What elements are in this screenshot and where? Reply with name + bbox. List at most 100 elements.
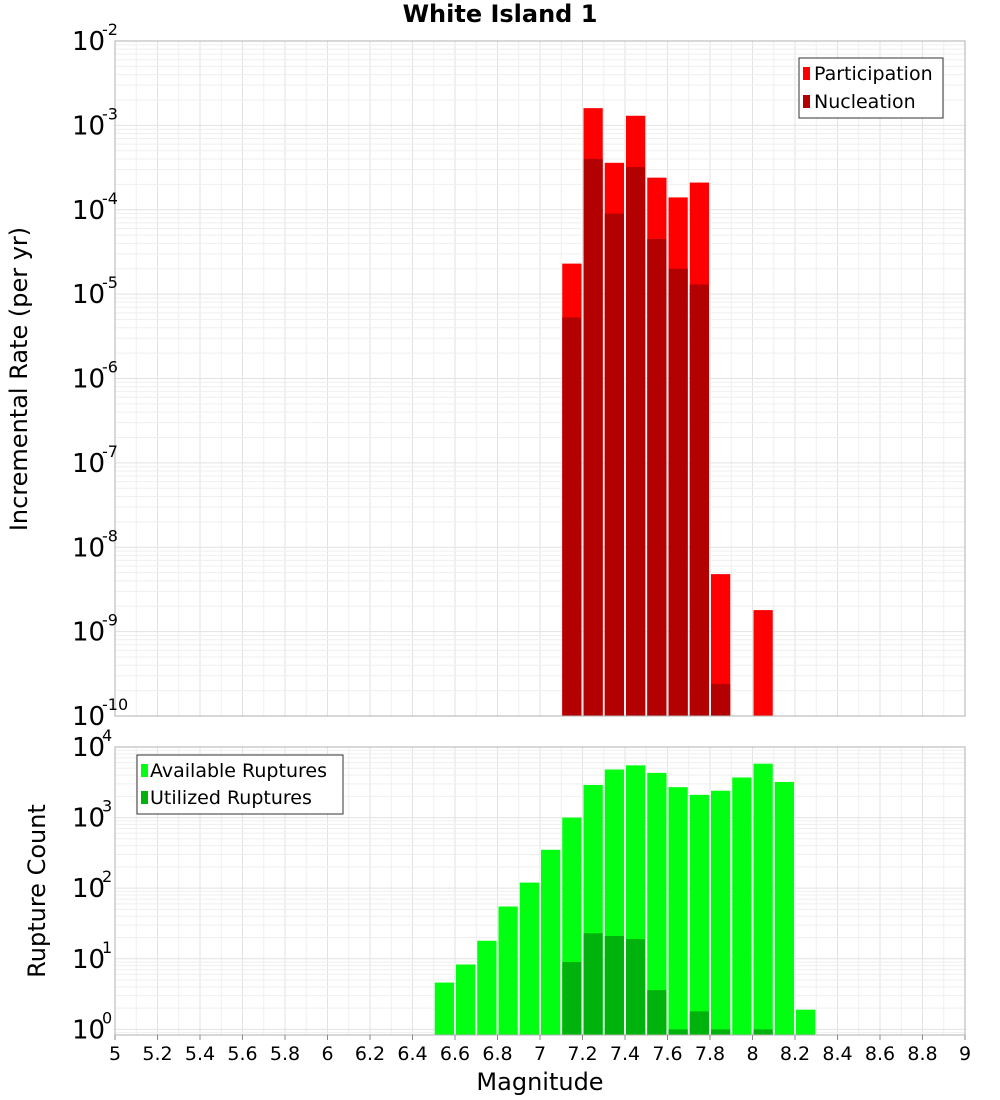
bar-available-ruptures: [498, 906, 518, 1035]
top-legend-box: [798, 57, 944, 119]
y-tick-label: 10: [72, 804, 105, 834]
top-legend: Participation Nucleation: [798, 57, 944, 119]
bar-utilized-ruptures: [583, 933, 603, 1035]
top-grid: [114, 41, 966, 717]
y-tick-exponent: -5: [102, 273, 118, 292]
y-tick-label: 10: [72, 733, 105, 763]
bar-available-ruptures: [541, 849, 561, 1035]
x-tick-label: 5.4: [185, 1043, 215, 1065]
legend-swatch-participation: [803, 67, 810, 80]
bar-available-ruptures: [647, 772, 667, 1035]
legend-label-participation: Participation: [814, 63, 933, 85]
bar-nucleation: [711, 683, 731, 716]
bar-nucleation: [626, 167, 646, 716]
x-tick-label: 6: [321, 1043, 333, 1065]
bar-utilized-ruptures: [604, 936, 624, 1035]
y-tick-exponent: -3: [102, 104, 118, 123]
y-tick-exponent: -8: [102, 526, 118, 545]
y-tick-label: 10: [72, 280, 105, 310]
x-tick-label: 6.8: [482, 1043, 512, 1065]
bottom-legend: Available Ruptures Utilized Ruptures: [136, 754, 344, 815]
y-tick-exponent: 1: [102, 938, 112, 957]
legend-swatch-available-ruptures: [141, 764, 148, 777]
bar-nucleation: [647, 239, 667, 716]
x-tick-label: 6.6: [440, 1043, 470, 1065]
y-tick-label: 10: [72, 618, 105, 648]
y-tick-label: 10: [72, 27, 105, 57]
y-tick-exponent: -6: [102, 358, 118, 377]
y-tick-label: 10: [72, 702, 105, 732]
bar-utilized-ruptures: [753, 1029, 773, 1035]
bar-utilized-ruptures: [562, 961, 582, 1035]
bar-available-ruptures: [796, 1009, 816, 1035]
x-tick-label: 6.2: [355, 1043, 385, 1065]
y-tick-exponent: 4: [102, 726, 112, 745]
x-tick-label: 6.4: [397, 1043, 427, 1065]
y-tick-label: 10: [72, 111, 105, 141]
bar-available-ruptures: [689, 794, 709, 1035]
bottom-y-axis-label: Rupture Count: [23, 804, 51, 978]
bar-utilized-ruptures: [647, 990, 667, 1035]
y-tick-exponent: -4: [102, 189, 118, 208]
bar-nucleation: [689, 284, 709, 716]
bottom-bars: [434, 763, 816, 1035]
legend-swatch-utilized-ruptures: [141, 791, 148, 804]
bar-available-ruptures: [711, 790, 731, 1035]
x-tick-label: 7.4: [610, 1043, 640, 1065]
x-tick-label: 9: [959, 1043, 971, 1065]
bottom-legend-box: [136, 754, 344, 815]
x-tick-label: 7.2: [567, 1043, 597, 1065]
x-tick-label: 5.6: [227, 1043, 257, 1065]
bar-nucleation: [562, 317, 582, 716]
bar-utilized-ruptures: [711, 1029, 731, 1035]
y-tick-label: 10: [72, 1015, 105, 1045]
y-tick-exponent: -10: [102, 695, 128, 714]
bar-available-ruptures: [434, 982, 454, 1035]
bar-available-ruptures: [519, 882, 539, 1035]
bar-available-ruptures: [732, 777, 752, 1035]
bar-available-ruptures: [753, 763, 773, 1035]
x-tick-label: 8.8: [907, 1043, 937, 1065]
y-tick-exponent: -7: [102, 442, 118, 461]
bar-nucleation: [583, 158, 603, 717]
bar-nucleation: [604, 213, 624, 717]
x-axis-label: Magnitude: [476, 1068, 603, 1096]
y-tick-label: 10: [72, 449, 105, 479]
bar-available-ruptures: [774, 781, 794, 1035]
y-tick-label: 10: [72, 196, 105, 226]
bar-participation: [711, 574, 731, 716]
bottom-grid: [114, 747, 966, 1035]
y-tick-exponent: 0: [102, 1008, 112, 1027]
bar-available-ruptures: [456, 964, 476, 1035]
top-y-axis-label: Incremental Rate (per yr): [5, 227, 33, 531]
y-tick-label: 10: [72, 874, 105, 904]
chart-title: White Island 1: [403, 0, 598, 28]
x-tick-label: 8.2: [780, 1043, 810, 1065]
x-tick-label: 7.6: [652, 1043, 682, 1065]
y-tick-exponent: -9: [102, 611, 118, 630]
y-tick-exponent: 2: [102, 867, 112, 886]
x-tick-label: 7.8: [695, 1043, 725, 1065]
legend-label-available-ruptures: Available Ruptures: [150, 760, 327, 782]
legend-label-nucleation: Nucleation: [814, 91, 916, 113]
bar-utilized-ruptures: [689, 1011, 709, 1035]
y-tick-label: 10: [72, 365, 105, 395]
x-tick-label: 5.2: [142, 1043, 172, 1065]
legend-swatch-nucleation: [803, 95, 810, 108]
bar-utilized-ruptures: [626, 939, 646, 1035]
bar-available-ruptures: [477, 940, 497, 1035]
bar-participation: [753, 610, 773, 716]
bar-utilized-ruptures: [668, 1029, 688, 1035]
y-tick-exponent: -2: [102, 20, 118, 39]
y-tick-label: 10: [72, 533, 105, 563]
x-tick-label: 8.4: [822, 1043, 852, 1065]
top-plot-frame: [114, 40, 966, 717]
y-tick-label: 10: [72, 945, 105, 975]
x-tick-label: 8.6: [865, 1043, 895, 1065]
legend-label-utilized-ruptures: Utilized Ruptures: [150, 787, 312, 809]
